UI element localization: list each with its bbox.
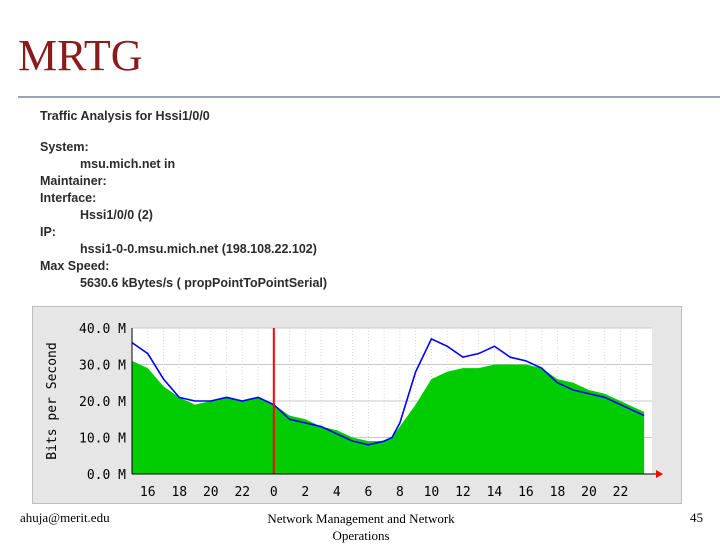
ip-value: hssi1-0-0.msu.mich.net (198.108.22.102) [80, 242, 317, 256]
x-tick-label: 18 [550, 485, 566, 500]
y-tick-label: 10.0 M [79, 432, 126, 447]
x-tick-label: 4 [333, 485, 341, 500]
x-axis-arrow [656, 470, 663, 478]
footer-course-title: Network Management and Network Operation… [267, 511, 455, 543]
x-tick-label: 22 [234, 485, 250, 500]
series-inbound-area [132, 360, 645, 474]
x-tick-label: 6 [364, 485, 372, 500]
interface-label: Interface: [40, 191, 97, 205]
x-tick-label: 14 [487, 485, 503, 500]
system-value: msu.mich.net in [80, 157, 176, 171]
title-rule [18, 96, 720, 98]
y-axis-title: Bits per Second [45, 342, 60, 459]
maintainer-label: Maintainer: [40, 174, 107, 188]
mrtg-info-block: Traffic Analysis for Hssi1/0/0 System: m… [40, 108, 327, 292]
y-tick-label: 0.0 M [87, 468, 126, 483]
x-tick-label: 2 [301, 485, 309, 500]
x-tick-label: 0 [270, 485, 278, 500]
series-outbound-line [131, 337, 645, 446]
ip-label: IP: [40, 225, 56, 239]
info-heading: Traffic Analysis for Hssi1/0/0 [40, 109, 210, 123]
x-tick-label: 16 [140, 485, 156, 500]
system-label: System: [40, 140, 89, 154]
y-tick-label: 30.0 M [79, 359, 126, 374]
y-tick-label: 40.0 M [79, 322, 126, 337]
y-tick-label: 20.0 M [79, 395, 126, 410]
maxspeed-value: 5630.6 kBytes/s ( propPointToPointSerial… [80, 276, 328, 290]
x-tick-label: 18 [171, 485, 187, 500]
x-tick-label: 16 [518, 485, 534, 500]
x-tick-label: 10 [424, 485, 440, 500]
footer-page-number: 45 [690, 510, 703, 525]
x-tick-label: 12 [455, 485, 471, 500]
maxspeed-label: Max Speed: [40, 259, 110, 273]
x-tick-label: 20 [581, 485, 597, 500]
interface-value: Hssi1/0/0 (2) [80, 208, 153, 222]
traffic-chart: 0.0 M 10.0 M 20.0 M 30.0 M 40.0 M 16 18 20 22 0 2 4… [45, 322, 663, 500]
slide-title: MRTG [18, 31, 143, 80]
x-tick-label: 22 [613, 485, 629, 500]
info-gap [40, 125, 327, 139]
footer-email: ahuja@merit.edu [20, 510, 110, 525]
x-tick-label: 8 [396, 485, 404, 500]
x-tick-label: 20 [203, 485, 219, 500]
